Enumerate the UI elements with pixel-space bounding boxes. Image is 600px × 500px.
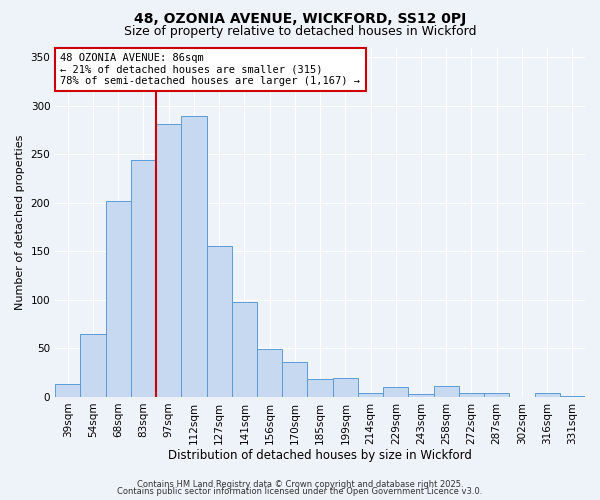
Bar (409, 394, 434, 397)
Bar (332, 378, 358, 397)
Bar (282, 362, 307, 397)
Bar (434, 386, 459, 397)
Bar (535, 393, 560, 397)
X-axis label: Distribution of detached houses by size in Wickford: Distribution of detached houses by size … (168, 450, 472, 462)
Bar (257, 350, 282, 397)
Text: 48, OZONIA AVENUE, WICKFORD, SS12 0PJ: 48, OZONIA AVENUE, WICKFORD, SS12 0PJ (134, 12, 466, 26)
Bar (560, 396, 585, 397)
Bar (232, 302, 257, 397)
Bar (106, 201, 131, 397)
Y-axis label: Number of detached properties: Number of detached properties (15, 134, 25, 310)
Bar (383, 388, 409, 397)
Bar (55, 384, 80, 397)
Bar (307, 380, 332, 397)
Bar (181, 116, 206, 397)
Text: Size of property relative to detached houses in Wickford: Size of property relative to detached ho… (124, 25, 476, 38)
Text: 48 OZONIA AVENUE: 86sqm
← 21% of detached houses are smaller (315)
78% of semi-d: 48 OZONIA AVENUE: 86sqm ← 21% of detache… (61, 52, 361, 86)
Text: Contains public sector information licensed under the Open Government Licence v3: Contains public sector information licen… (118, 488, 482, 496)
Bar (206, 246, 232, 397)
Bar (131, 160, 156, 397)
Text: Contains HM Land Registry data © Crown copyright and database right 2025.: Contains HM Land Registry data © Crown c… (137, 480, 463, 489)
Bar (484, 393, 509, 397)
Bar (80, 334, 106, 397)
Bar (358, 393, 383, 397)
Bar (156, 124, 181, 397)
Bar (459, 393, 484, 397)
